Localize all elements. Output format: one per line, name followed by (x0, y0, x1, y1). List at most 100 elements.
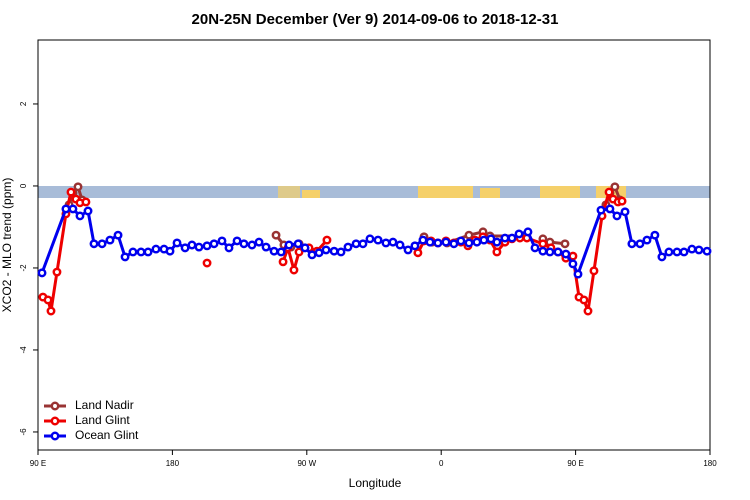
point (492, 247, 502, 257)
point (479, 235, 489, 245)
land-patch (480, 188, 500, 198)
legend-marker (50, 401, 60, 411)
point (89, 239, 99, 249)
point (194, 242, 204, 252)
point (172, 238, 182, 248)
point (358, 239, 368, 249)
point (449, 239, 459, 249)
point (165, 246, 175, 256)
point (472, 237, 482, 247)
point (579, 295, 589, 305)
x-tick-label: 0 (439, 459, 444, 468)
point (583, 306, 593, 316)
point (604, 187, 614, 197)
point (217, 236, 227, 246)
x-tick-label: 90 W (297, 459, 316, 468)
point (151, 244, 161, 254)
legend-label: Ocean Glint (75, 428, 139, 442)
x-tick-label: 180 (703, 459, 717, 468)
point (523, 227, 533, 237)
point (73, 182, 83, 192)
point (702, 246, 712, 256)
point (413, 248, 423, 258)
point (180, 243, 190, 253)
point (351, 239, 361, 249)
y-tick-label: 2 (19, 101, 28, 106)
point (329, 246, 339, 256)
point (322, 235, 332, 245)
point (410, 241, 420, 251)
point (43, 295, 53, 305)
point (560, 239, 570, 249)
point (105, 235, 115, 245)
point (202, 258, 212, 268)
point (672, 247, 682, 257)
x-tick-label: 90 E (30, 459, 46, 468)
point (269, 246, 279, 256)
point (596, 205, 606, 215)
point (224, 243, 234, 253)
point (239, 239, 249, 249)
point (679, 247, 689, 257)
point (492, 237, 502, 247)
point (635, 239, 645, 249)
point (314, 248, 324, 258)
point (68, 204, 78, 214)
point (573, 269, 583, 279)
point (395, 240, 405, 250)
point (388, 237, 398, 247)
point (650, 230, 660, 240)
point (365, 234, 375, 244)
point (568, 259, 578, 269)
point (657, 252, 667, 262)
point (464, 238, 474, 248)
point (293, 239, 303, 249)
point (271, 230, 281, 240)
point (545, 247, 555, 257)
x-tick-label: 90 E (567, 459, 583, 468)
point (530, 243, 540, 253)
point (433, 238, 443, 248)
land-patch (302, 190, 320, 198)
point (620, 207, 630, 217)
point (294, 247, 304, 257)
point (514, 229, 524, 239)
point (336, 247, 346, 257)
point (209, 239, 219, 249)
land-patch (540, 186, 580, 198)
point (642, 235, 652, 245)
point (617, 196, 627, 206)
point (247, 240, 257, 250)
point (687, 244, 697, 254)
point (46, 306, 56, 316)
x-tick-label: 180 (166, 459, 180, 468)
plot-frame (37, 39, 711, 451)
legend-marker (50, 416, 60, 426)
point (343, 242, 353, 252)
point (561, 249, 571, 259)
point (441, 237, 451, 247)
point (694, 245, 704, 255)
point (284, 240, 294, 250)
point (381, 238, 391, 248)
point (500, 233, 510, 243)
point (610, 182, 620, 192)
y-tick-label: -2 (19, 264, 28, 272)
point (300, 243, 310, 253)
point (232, 236, 242, 246)
point (120, 252, 130, 262)
series (37, 204, 712, 279)
point (37, 268, 47, 278)
point (276, 247, 286, 257)
legend-label: Land Nadir (75, 398, 134, 412)
point (553, 247, 563, 257)
x-axis-label: Longitude (349, 476, 402, 490)
point (612, 211, 622, 221)
point (81, 197, 91, 207)
land-patch (418, 186, 473, 198)
point (538, 246, 548, 256)
point (464, 230, 474, 240)
legend-label: Land Glint (75, 413, 130, 427)
